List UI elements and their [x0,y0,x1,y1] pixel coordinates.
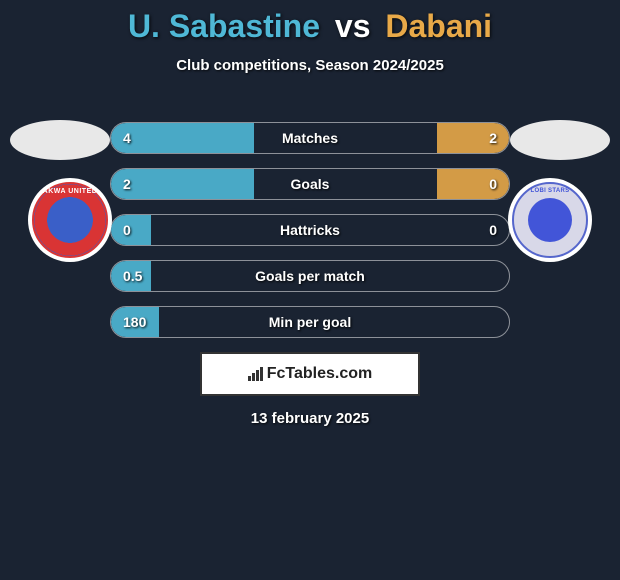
vs-text: vs [335,8,371,44]
team2-badge: LOBI STARS [512,182,588,258]
comparison-title: U. Sabastine vs Dabani [0,0,620,45]
footer-date: 13 february 2025 [0,410,620,427]
stat-row-goals: 2 Goals 0 [110,168,510,200]
stat-label: Matches [111,130,509,146]
stat-label: Hattricks [111,222,509,238]
stat-row-hattricks: 0 Hattricks 0 [110,214,510,246]
brand-box: FcTables.com [200,352,420,396]
stat-label: Min per goal [111,314,509,330]
chart-icon [248,367,263,381]
player2-name: Dabani [385,8,492,44]
player2-avatar [510,120,610,160]
ball-icon [528,198,572,242]
stat-value-right: 0 [489,222,497,238]
player1-name: U. Sabastine [128,8,320,44]
stat-row-mpg: 180 Min per goal [110,306,510,338]
team2-logo: LOBI STARS [508,178,592,262]
subtitle: Club competitions, Season 2024/2025 [0,57,620,74]
stat-label: Goals per match [111,268,509,284]
team1-logo: AKWA UNITED [28,178,112,262]
stat-row-matches: 4 Matches 2 [110,122,510,154]
player1-avatar [10,120,110,160]
stat-label: Goals [111,176,509,192]
stat-row-gpm: 0.5 Goals per match [110,260,510,292]
stats-list: 4 Matches 2 2 Goals 0 0 Hattricks 0 0.5 … [110,122,510,352]
stat-value-right: 0 [489,176,497,192]
team1-badge: AKWA UNITED [32,182,108,258]
stat-value-right: 2 [489,130,497,146]
team2-name: LOBI STARS [514,188,586,194]
team1-name: AKWA UNITED [34,188,106,195]
brand-text: FcTables.com [267,365,373,383]
